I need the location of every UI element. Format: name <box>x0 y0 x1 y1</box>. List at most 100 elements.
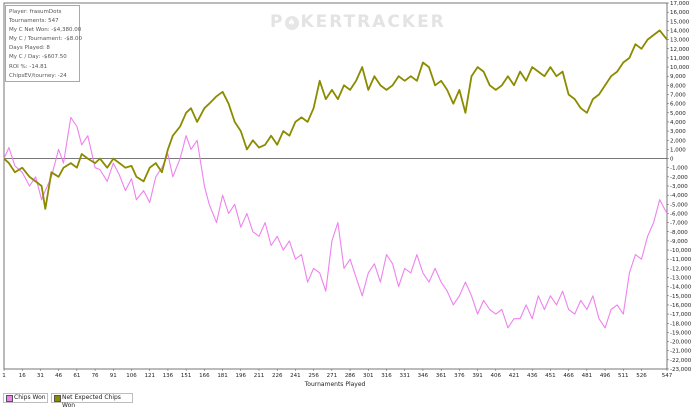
x-tick-label: 316 <box>381 373 392 379</box>
data-point-chips-won <box>355 277 357 278</box>
data-point-net-expected-chips-won <box>337 98 339 100</box>
data-point-net-expected-chips-won <box>179 126 181 127</box>
data-point-chips-won <box>136 199 137 200</box>
data-point-net-expected-chips-won <box>8 162 10 164</box>
data-point-chips-won <box>99 169 101 170</box>
data-point-chips-won <box>380 281 381 283</box>
data-point-chips-won <box>313 268 314 269</box>
x-tick-label: 226 <box>272 373 283 379</box>
data-point-net-expected-chips-won <box>240 130 242 132</box>
data-point-chips-won <box>574 313 575 315</box>
series-layer <box>3 29 668 329</box>
y-tick-label: -4,000 <box>670 193 688 199</box>
data-point-chips-won <box>216 222 217 223</box>
y-tick-label: -7,000 <box>670 221 688 227</box>
data-point-chips-won <box>428 281 430 283</box>
data-point-chips-won <box>422 272 424 274</box>
legend-label-net-expected: Net Expected Chips Won <box>62 394 121 409</box>
data-point-net-expected-chips-won <box>404 80 406 82</box>
data-point-chips-won <box>616 304 618 306</box>
y-tick-label: 2,000 <box>670 138 686 144</box>
legend-swatch-chips-won <box>6 395 13 402</box>
data-point-net-expected-chips-won <box>440 80 442 82</box>
plot-border <box>3 2 668 370</box>
data-point-net-expected-chips-won <box>374 75 375 77</box>
x-tick-label: 181 <box>217 373 228 379</box>
data-point-chips-won <box>106 181 108 182</box>
data-point-net-expected-chips-won <box>222 91 223 93</box>
data-point-chips-won <box>446 290 448 292</box>
data-point-net-expected-chips-won <box>106 167 108 168</box>
data-point-net-expected-chips-won <box>513 85 515 86</box>
data-point-chips-won <box>489 309 491 310</box>
data-point-net-expected-chips-won <box>136 176 137 178</box>
data-point-chips-won <box>113 162 114 164</box>
x-tick-label: 436 <box>527 373 538 379</box>
legend-item-net-expected[interactable]: Net Expected Chips Won <box>51 393 133 409</box>
data-point-net-expected-chips-won <box>386 89 387 91</box>
data-point-net-expected-chips-won <box>87 158 89 159</box>
data-point-chips-won <box>228 213 229 214</box>
data-point-chips-won <box>544 309 545 310</box>
data-point-net-expected-chips-won <box>556 75 557 77</box>
data-point-chips-won <box>258 236 260 237</box>
data-point-net-expected-chips-won <box>307 121 308 123</box>
data-point-net-expected-chips-won <box>3 158 5 159</box>
data-point-net-expected-chips-won <box>368 89 369 91</box>
data-point-net-expected-chips-won <box>428 66 430 68</box>
data-point-chips-won <box>495 313 497 315</box>
data-point-net-expected-chips-won <box>289 135 290 136</box>
y-tick-label: -14,000 <box>670 285 692 291</box>
legend-item-chips-won[interactable]: Chips Won <box>3 393 48 403</box>
data-point-chips-won <box>81 144 82 146</box>
data-point-net-expected-chips-won <box>586 112 588 114</box>
data-point-chips-won <box>386 254 387 255</box>
x-axis-label: Tournaments Played <box>304 381 366 388</box>
data-point-chips-won <box>252 231 254 233</box>
data-point-net-expected-chips-won <box>276 144 278 146</box>
data-point-chips-won <box>240 226 242 228</box>
stat-per-tournament: My C / Tournament: -$8.00 <box>9 36 82 43</box>
data-point-chips-won <box>623 313 624 315</box>
data-point-net-expected-chips-won <box>349 89 351 91</box>
data-point-chips-won <box>538 295 539 297</box>
data-point-net-expected-chips-won <box>410 75 412 77</box>
data-point-net-expected-chips-won <box>258 147 260 148</box>
data-point-chips-won <box>21 172 23 173</box>
stats-box: Player: frasumDots Tournaments: 547 My C… <box>5 5 82 82</box>
x-tick-label: 481 <box>582 373 593 379</box>
data-point-chips-won <box>410 272 412 274</box>
data-point-chips-won <box>35 176 36 178</box>
x-tick-label: 526 <box>636 373 647 379</box>
x-tick-label: 106 <box>126 373 137 379</box>
data-point-chips-won <box>459 295 460 297</box>
data-point-chips-won <box>276 236 278 237</box>
data-point-chips-won <box>501 309 503 310</box>
data-point-net-expected-chips-won <box>580 107 582 109</box>
data-point-chips-won <box>119 174 120 176</box>
data-point-chips-won <box>392 263 393 265</box>
data-point-net-expected-chips-won <box>465 112 466 114</box>
y-tick-label: -11,000 <box>670 257 692 263</box>
x-tick-label: 241 <box>290 373 301 379</box>
data-point-net-expected-chips-won <box>313 107 314 109</box>
data-point-chips-won <box>653 222 654 223</box>
data-point-net-expected-chips-won <box>319 80 321 82</box>
data-point-net-expected-chips-won <box>635 43 636 45</box>
data-point-net-expected-chips-won <box>343 85 345 86</box>
data-point-net-expected-chips-won <box>143 181 144 182</box>
data-point-net-expected-chips-won <box>471 75 472 77</box>
data-point-net-expected-chips-won <box>185 112 187 114</box>
x-tick-label: 166 <box>199 373 210 379</box>
data-point-chips-won <box>185 135 187 136</box>
y-tick-label: -6,000 <box>670 211 688 217</box>
data-point-net-expected-chips-won <box>264 144 266 146</box>
data-point-chips-won <box>196 140 198 141</box>
x-tick-label: 346 <box>418 373 429 379</box>
data-point-net-expected-chips-won <box>76 167 78 168</box>
data-point-chips-won <box>190 149 192 150</box>
y-tick-label: -1,000 <box>670 166 688 172</box>
data-point-net-expected-chips-won <box>58 176 59 178</box>
data-point-net-expected-chips-won <box>446 89 448 91</box>
data-point-net-expected-chips-won <box>63 167 64 168</box>
